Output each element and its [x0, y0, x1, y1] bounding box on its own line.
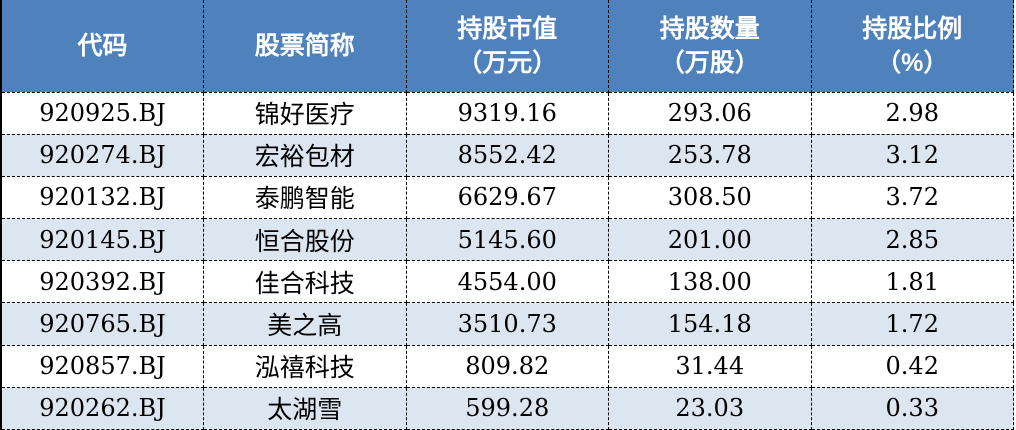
cell-code: 920145.BJ: [1, 218, 204, 262]
table-row: 920765.BJ 美之高 3510.73 154.18 1.72: [1, 302, 1014, 346]
cell-shares: 31.44: [608, 344, 812, 388]
cell-ratio: 1.72: [810, 302, 1014, 346]
col-header-ratio-label: 持股比例: [862, 14, 963, 43]
cell-shares: 138.00: [608, 260, 812, 304]
cell-market-value: 4554.00: [405, 260, 609, 304]
cell-shares: 154.18: [608, 302, 812, 346]
cell-code: 920765.BJ: [1, 302, 204, 346]
cell-stock-name: 太湖雪: [203, 386, 407, 430]
cell-ratio: 2.85: [810, 218, 1014, 262]
col-header-code-label: 代码: [77, 31, 128, 60]
table-body: 920925.BJ 锦好医疗 9319.16 293.06 2.98 92027…: [1, 91, 1014, 430]
cell-code: 920132.BJ: [1, 175, 204, 220]
col-header-ratio-unit: （%）: [876, 48, 949, 77]
col-header-shares-label: 持股数量: [659, 14, 760, 43]
table-row: 920392.BJ 佳合科技 4554.00 138.00 1.81: [1, 260, 1014, 304]
cell-stock-name: 佳合科技: [203, 260, 407, 304]
cell-shares: 253.78: [608, 133, 812, 177]
cell-market-value: 8552.42: [405, 133, 609, 177]
cell-stock-name: 锦好医疗: [203, 91, 407, 135]
col-header-shares: 持股数量 （万股）: [608, 0, 812, 93]
cell-shares: 201.00: [608, 218, 812, 262]
col-header-market-value: 持股市值 （万元）: [405, 0, 609, 93]
cell-market-value: 809.82: [405, 344, 609, 388]
table-row: 920274.BJ 宏裕包材 8552.42 253.78 3.12: [1, 133, 1014, 177]
table-row: 920132.BJ 泰鹏智能 6629.67 308.50 3.72: [1, 175, 1014, 220]
table-row: 920857.BJ 泓禧科技 809.82 31.44 0.42: [1, 344, 1014, 388]
cell-ratio: 2.98: [810, 91, 1014, 135]
cell-market-value: 6629.67: [405, 175, 609, 220]
cell-market-value: 9319.16: [405, 91, 609, 135]
col-header-shares-unit: （万股）: [659, 48, 760, 77]
cell-stock-name: 恒合股份: [203, 218, 407, 262]
cell-code: 920392.BJ: [1, 260, 204, 304]
cell-code: 920262.BJ: [1, 386, 204, 430]
table-row: 920925.BJ 锦好医疗 9319.16 293.06 2.98: [1, 91, 1014, 135]
cell-ratio: 3.12: [810, 133, 1014, 177]
col-header-code: 代码: [1, 0, 204, 93]
cell-stock-name: 美之高: [203, 302, 407, 346]
cell-shares: 293.06: [608, 91, 812, 135]
cell-stock-name: 泰鹏智能: [203, 175, 407, 220]
cell-code: 920925.BJ: [1, 91, 204, 135]
col-header-ratio: 持股比例 （%）: [810, 0, 1014, 93]
cell-stock-name: 宏裕包材: [203, 133, 407, 177]
cell-shares: 23.03: [608, 386, 812, 430]
cell-ratio: 0.42: [810, 344, 1014, 388]
cell-ratio: 0.33: [810, 386, 1014, 430]
table-row: 920262.BJ 太湖雪 599.28 23.03 0.33: [1, 386, 1014, 430]
cell-market-value: 599.28: [405, 386, 609, 430]
table-row: 920145.BJ 恒合股份 5145.60 201.00 2.85: [1, 218, 1014, 262]
cell-ratio: 3.72: [810, 175, 1014, 220]
table-header: 代码 股票简称 持股市值 （万元） 持股数量 （万股） 持股比例 （%）: [1, 0, 1014, 93]
col-header-name-label: 股票简称: [254, 31, 355, 60]
col-header-market-value-label: 持股市值: [457, 14, 558, 43]
cell-code: 920274.BJ: [1, 133, 204, 177]
cell-shares: 308.50: [608, 175, 812, 220]
cell-market-value: 5145.60: [405, 218, 609, 262]
cell-ratio: 1.81: [810, 260, 1014, 304]
col-header-name: 股票简称: [203, 0, 407, 93]
cell-code: 920857.BJ: [1, 344, 204, 388]
cell-stock-name: 泓禧科技: [203, 344, 407, 388]
header-row: 代码 股票简称 持股市值 （万元） 持股数量 （万股） 持股比例 （%）: [1, 0, 1014, 93]
cell-market-value: 3510.73: [405, 302, 609, 346]
col-header-market-value-unit: （万元）: [457, 48, 558, 77]
